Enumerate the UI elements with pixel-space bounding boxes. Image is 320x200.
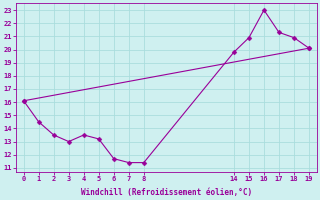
X-axis label: Windchill (Refroidissement éolien,°C): Windchill (Refroidissement éolien,°C): [81, 188, 252, 197]
